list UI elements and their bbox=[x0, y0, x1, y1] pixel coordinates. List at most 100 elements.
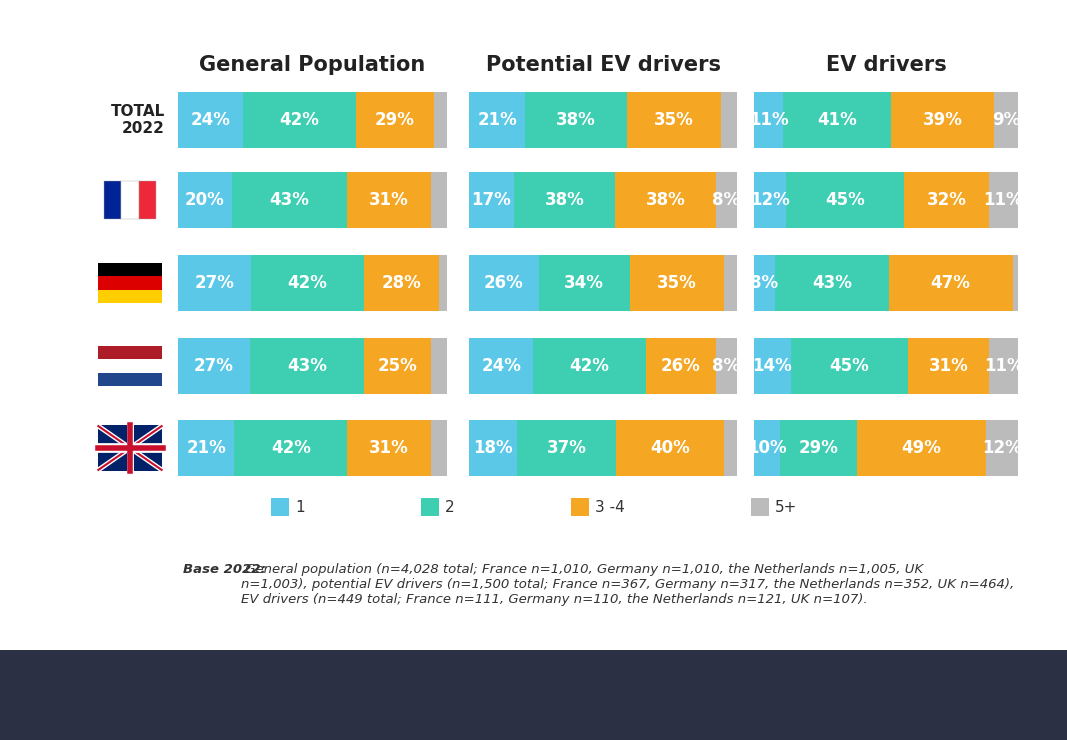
Text: 21%: 21% bbox=[477, 111, 517, 129]
Text: 27%: 27% bbox=[194, 357, 234, 375]
FancyBboxPatch shape bbox=[439, 255, 447, 311]
FancyBboxPatch shape bbox=[139, 181, 156, 219]
Text: Base 2022:: Base 2022: bbox=[184, 563, 266, 576]
FancyBboxPatch shape bbox=[646, 338, 716, 394]
FancyBboxPatch shape bbox=[517, 420, 617, 476]
Text: 24%: 24% bbox=[190, 111, 230, 129]
Text: 8%: 8% bbox=[712, 357, 740, 375]
Text: 11%: 11% bbox=[749, 111, 789, 129]
Text: 40%: 40% bbox=[650, 439, 690, 457]
FancyBboxPatch shape bbox=[348, 172, 431, 228]
Text: 42%: 42% bbox=[271, 439, 310, 457]
Text: 34%: 34% bbox=[564, 274, 604, 292]
FancyBboxPatch shape bbox=[97, 289, 162, 303]
FancyBboxPatch shape bbox=[630, 255, 723, 311]
Text: 43%: 43% bbox=[812, 274, 851, 292]
FancyBboxPatch shape bbox=[364, 255, 439, 311]
FancyBboxPatch shape bbox=[97, 263, 162, 276]
FancyBboxPatch shape bbox=[891, 92, 994, 148]
Text: 49%: 49% bbox=[902, 439, 941, 457]
Text: General Population: General Population bbox=[200, 55, 426, 75]
FancyBboxPatch shape bbox=[122, 181, 139, 219]
FancyBboxPatch shape bbox=[908, 338, 989, 394]
FancyBboxPatch shape bbox=[178, 338, 250, 394]
Text: 38%: 38% bbox=[544, 191, 585, 209]
Text: TOTAL
2022: TOTAL 2022 bbox=[111, 104, 165, 136]
Text: 39%: 39% bbox=[923, 111, 962, 129]
FancyBboxPatch shape bbox=[723, 255, 737, 311]
FancyBboxPatch shape bbox=[178, 420, 235, 476]
FancyBboxPatch shape bbox=[723, 420, 737, 476]
FancyBboxPatch shape bbox=[431, 338, 447, 394]
FancyBboxPatch shape bbox=[232, 172, 348, 228]
FancyBboxPatch shape bbox=[421, 498, 439, 516]
FancyBboxPatch shape bbox=[0, 650, 1067, 740]
FancyBboxPatch shape bbox=[97, 346, 162, 360]
FancyBboxPatch shape bbox=[97, 360, 162, 373]
FancyBboxPatch shape bbox=[534, 338, 646, 394]
Text: 42%: 42% bbox=[570, 357, 609, 375]
FancyBboxPatch shape bbox=[178, 255, 251, 311]
FancyBboxPatch shape bbox=[857, 420, 986, 476]
FancyBboxPatch shape bbox=[271, 498, 289, 516]
Text: General population (n=4,028 total; France n=1,010, Germany n=1,010, the Netherla: General population (n=4,028 total; Franc… bbox=[241, 563, 1015, 606]
FancyBboxPatch shape bbox=[178, 92, 242, 148]
Text: Potential EV drivers: Potential EV drivers bbox=[485, 55, 720, 75]
FancyBboxPatch shape bbox=[994, 92, 1018, 148]
FancyBboxPatch shape bbox=[355, 92, 433, 148]
Text: 18%: 18% bbox=[474, 439, 513, 457]
FancyBboxPatch shape bbox=[469, 338, 534, 394]
Text: 9%: 9% bbox=[992, 111, 1020, 129]
Text: 21%: 21% bbox=[187, 439, 226, 457]
Text: 25%: 25% bbox=[378, 357, 417, 375]
Text: 8%: 8% bbox=[713, 191, 740, 209]
Text: 37%: 37% bbox=[547, 439, 587, 457]
Text: 24%: 24% bbox=[481, 357, 521, 375]
FancyBboxPatch shape bbox=[525, 92, 627, 148]
FancyBboxPatch shape bbox=[242, 92, 355, 148]
Text: 11%: 11% bbox=[984, 191, 1023, 209]
FancyBboxPatch shape bbox=[754, 92, 783, 148]
FancyBboxPatch shape bbox=[617, 420, 723, 476]
Text: 31%: 31% bbox=[369, 191, 409, 209]
FancyBboxPatch shape bbox=[754, 338, 791, 394]
Text: 38%: 38% bbox=[556, 111, 596, 129]
Text: 12%: 12% bbox=[983, 439, 1022, 457]
FancyBboxPatch shape bbox=[1013, 255, 1018, 311]
Text: 27%: 27% bbox=[194, 274, 235, 292]
FancyBboxPatch shape bbox=[889, 255, 1013, 311]
Text: 2: 2 bbox=[445, 500, 455, 514]
Text: 29%: 29% bbox=[799, 439, 839, 457]
FancyBboxPatch shape bbox=[469, 420, 517, 476]
Text: 35%: 35% bbox=[657, 274, 697, 292]
Text: 31%: 31% bbox=[369, 439, 409, 457]
Text: 42%: 42% bbox=[287, 274, 328, 292]
Text: 45%: 45% bbox=[829, 357, 870, 375]
FancyBboxPatch shape bbox=[754, 420, 780, 476]
Text: 3 -4: 3 -4 bbox=[595, 500, 625, 514]
FancyBboxPatch shape bbox=[433, 92, 447, 148]
FancyBboxPatch shape bbox=[571, 498, 589, 516]
FancyBboxPatch shape bbox=[754, 172, 785, 228]
Text: 14%: 14% bbox=[752, 357, 792, 375]
Text: 38%: 38% bbox=[646, 191, 685, 209]
FancyBboxPatch shape bbox=[469, 255, 539, 311]
Text: 1: 1 bbox=[294, 500, 304, 514]
Text: 17%: 17% bbox=[472, 191, 511, 209]
Text: 20%: 20% bbox=[185, 191, 225, 209]
FancyBboxPatch shape bbox=[754, 255, 775, 311]
FancyBboxPatch shape bbox=[716, 172, 737, 228]
Text: 29%: 29% bbox=[375, 111, 414, 129]
FancyBboxPatch shape bbox=[431, 420, 447, 476]
FancyBboxPatch shape bbox=[989, 172, 1018, 228]
FancyBboxPatch shape bbox=[97, 373, 162, 386]
FancyBboxPatch shape bbox=[97, 425, 162, 471]
Text: 11%: 11% bbox=[984, 357, 1023, 375]
FancyBboxPatch shape bbox=[989, 338, 1018, 394]
FancyBboxPatch shape bbox=[905, 172, 989, 228]
FancyBboxPatch shape bbox=[235, 420, 348, 476]
Text: 28%: 28% bbox=[381, 274, 421, 292]
FancyBboxPatch shape bbox=[627, 92, 721, 148]
FancyBboxPatch shape bbox=[539, 255, 630, 311]
FancyBboxPatch shape bbox=[178, 172, 232, 228]
